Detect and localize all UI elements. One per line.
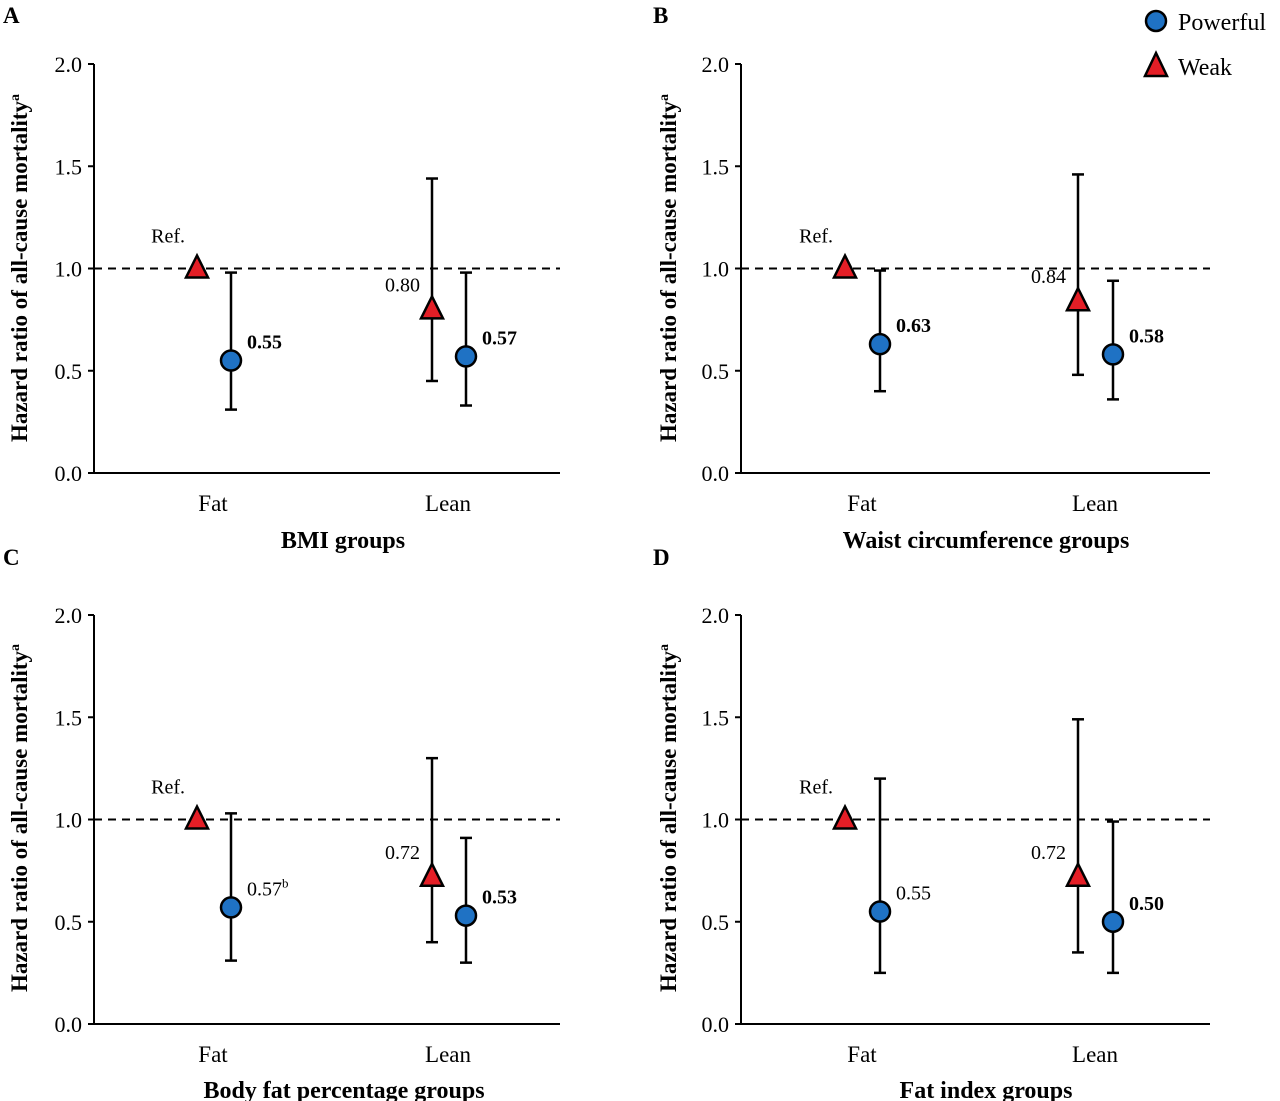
panel-letter: A — [3, 3, 20, 28]
y-tick-label: 0.0 — [702, 461, 730, 486]
y-tick-label: 0.5 — [702, 359, 730, 384]
y-tick-label: 0.0 — [55, 1012, 83, 1037]
legend-marker-powerful — [1144, 9, 1168, 33]
legend-label-powerful: Powerful — [1178, 10, 1266, 36]
legend-marker-weak — [1143, 50, 1169, 78]
y-tick-label: 1.0 — [702, 257, 730, 282]
point-weak — [183, 803, 211, 830]
point-powerful — [868, 900, 892, 923]
value-label: 0.58 — [1129, 325, 1164, 347]
y-tick-label: 2.0 — [55, 603, 83, 628]
value-label: 0.55 — [896, 883, 931, 905]
y-axis-title: Hazard ratio of all-cause mortalitya — [7, 644, 32, 992]
y-axis-title: Hazard ratio of all-cause mortalitya — [656, 94, 681, 442]
point-powerful — [1101, 343, 1125, 366]
legend: Powerful Weak — [1143, 9, 1266, 81]
x-category-label: Fat — [847, 1042, 877, 1067]
value-label: 0.72 — [385, 842, 420, 864]
panel-letter: C — [3, 545, 20, 570]
y-tick-label: 2.0 — [702, 603, 730, 628]
panel-c: C 0.0 0.5 1.0 1.5 2.0 Hazard ratio of all-caus… — [3, 545, 560, 1101]
x-category-label: Fat — [198, 491, 228, 516]
y-tick-label: 1.5 — [55, 154, 83, 179]
y-tick-label: 0.5 — [55, 910, 83, 935]
x-axis-title: BMI groups — [281, 528, 405, 554]
y-tick-label: 0.0 — [702, 1012, 730, 1037]
panel-b: B 0.0 0.5 1.0 1.5 2.0 Hazard ratio of all-caus… — [653, 3, 1210, 554]
point-weak — [418, 860, 446, 888]
value-label: 0.55 — [247, 332, 282, 354]
y-axis-title: Hazard ratio of all-cause mortalitya — [7, 94, 32, 442]
value-label: Ref. — [799, 226, 833, 248]
value-label: Ref. — [799, 777, 833, 799]
value-label: 0.57 — [482, 327, 517, 349]
point-powerful — [219, 896, 243, 919]
value-label: Ref. — [151, 226, 185, 248]
point-weak — [1064, 285, 1092, 312]
point-weak — [418, 293, 446, 320]
y-tick-label: 0.5 — [55, 359, 83, 384]
panel-a: A 0.0 0.5 1.0 1.5 2.0 Hazard ratio of all-caus… — [3, 3, 560, 554]
point-weak — [831, 252, 859, 279]
y-tick-label: 1.0 — [55, 808, 83, 833]
value-label: 0.57b — [247, 875, 289, 900]
point-powerful — [219, 349, 243, 372]
value-label: 0.63 — [896, 315, 931, 337]
panel-letter: B — [653, 3, 668, 28]
y-axis-title: Hazard ratio of all-cause mortalitya — [656, 644, 681, 992]
value-label: 0.53 — [482, 887, 517, 909]
point-powerful — [868, 332, 892, 356]
panel-letter: D — [653, 545, 670, 570]
value-label: 0.50 — [1129, 893, 1164, 915]
point-powerful — [454, 345, 478, 368]
y-tick-label: 1.0 — [702, 808, 730, 833]
x-axis-title: Body fat percentage groups — [203, 1078, 484, 1101]
point-weak — [183, 252, 211, 279]
x-category-label: Fat — [198, 1042, 228, 1067]
value-label: 0.72 — [1031, 842, 1066, 864]
y-tick-label: 1.5 — [55, 705, 83, 730]
value-label: 0.80 — [385, 274, 420, 296]
point-weak — [1064, 860, 1092, 888]
y-tick-label: 1.5 — [702, 705, 730, 730]
x-category-label: Lean — [425, 491, 471, 516]
x-category-label: Lean — [1072, 1042, 1118, 1067]
x-category-label: Lean — [425, 1042, 471, 1067]
legend-label-weak: Weak — [1178, 55, 1232, 81]
y-tick-label: 2.0 — [702, 52, 730, 77]
y-tick-label: 2.0 — [55, 52, 83, 77]
point-powerful — [1101, 910, 1125, 933]
y-tick-label: 1.5 — [702, 154, 730, 179]
point-powerful — [454, 904, 478, 927]
x-axis-title: Fat index groups — [900, 1078, 1073, 1101]
x-category-label: Fat — [847, 491, 877, 516]
value-label: 0.84 — [1031, 266, 1066, 288]
y-tick-label: 1.0 — [55, 257, 83, 282]
panel-d: D 0.0 0.5 1.0 1.5 2.0 Hazard ratio of all-caus… — [653, 545, 1210, 1101]
x-axis-title: Waist circumference groups — [843, 528, 1130, 554]
y-tick-label: 0.0 — [55, 461, 83, 486]
point-weak — [831, 803, 859, 830]
x-category-label: Lean — [1072, 491, 1118, 516]
value-label: Ref. — [151, 777, 185, 799]
y-tick-label: 0.5 — [702, 910, 730, 935]
